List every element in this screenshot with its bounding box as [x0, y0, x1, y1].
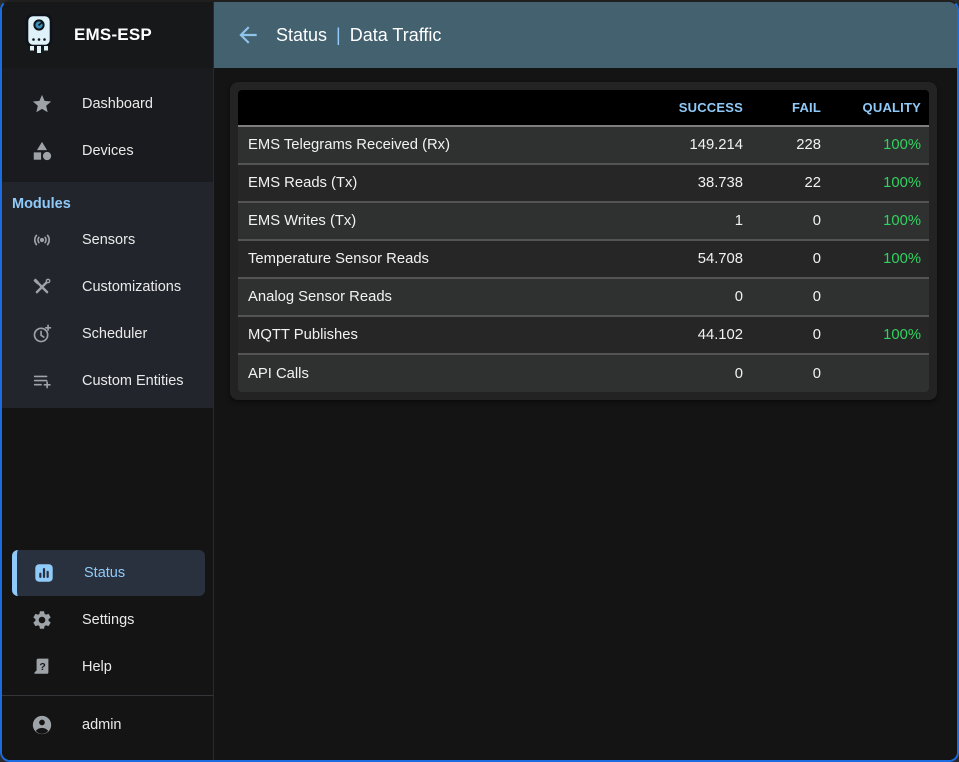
table-row: API Calls 0 0	[238, 354, 929, 392]
account-circle-icon	[30, 713, 54, 737]
column-header-fail: FAIL	[751, 90, 829, 127]
row-quality-value: 100%	[829, 164, 929, 203]
sidebar-modules-section: Modules Sensors	[2, 182, 213, 408]
row-label: API Calls	[248, 365, 309, 382]
row-fail-value: 0	[812, 365, 821, 382]
sidebar-item-label: Custom Entities	[82, 372, 184, 389]
data-traffic-table-wrap: SUCCESS FAIL QUALITY EMS Telegrams Recei…	[238, 90, 929, 392]
row-label: MQTT Publishes	[238, 316, 631, 355]
main-panel: SUCCESS FAIL QUALITY EMS Telegrams Recei…	[214, 68, 957, 760]
row-label: EMS Telegrams Received (Rx)	[238, 126, 631, 165]
sidebar-item-label: Devices	[82, 142, 134, 159]
row-label: EMS Reads (Tx)	[238, 164, 631, 203]
sidebar-item-dashboard[interactable]: Dashboard	[2, 80, 213, 127]
sidebar-item-settings[interactable]: Settings	[2, 596, 213, 643]
row-label: EMS Writes (Tx)	[238, 202, 631, 241]
row-fail-value: 228	[751, 126, 829, 165]
sensors-icon	[30, 228, 54, 252]
row-label: Analog Sensor Reads	[238, 278, 631, 317]
column-header-blank	[238, 90, 631, 127]
row-quality-value	[829, 354, 929, 392]
row-fail-value: 0	[751, 316, 829, 355]
help-bubble-icon: ?	[30, 655, 54, 679]
modules-section-label: Modules	[12, 196, 71, 212]
row-quality-value: 100%	[829, 240, 929, 279]
data-traffic-card: SUCCESS FAIL QUALITY EMS Telegrams Recei…	[230, 82, 937, 400]
table-row: Temperature Sensor Reads 54.708 0 100%	[238, 240, 929, 279]
gear-icon	[30, 608, 54, 632]
page-title: Status | Data Traffic	[276, 25, 441, 46]
row-success-value: 1	[631, 202, 751, 241]
brand-title: EMS-ESP	[74, 25, 152, 44]
sidebar-item-label: admin	[82, 716, 122, 733]
sidebar-spacer	[2, 408, 213, 550]
row-success-value: 0	[734, 365, 743, 382]
row-fail-value: 0	[751, 278, 829, 317]
sidebar-nav-top: Dashboard Devices	[2, 68, 213, 182]
page-title-secondary: Data Traffic	[349, 24, 442, 45]
table-header-row: SUCCESS FAIL QUALITY	[238, 90, 929, 127]
sidebar-nav-bottom: Status Settings ? Help	[2, 550, 213, 690]
row-fail-value: 0	[751, 202, 829, 241]
data-traffic-table: SUCCESS FAIL QUALITY EMS Telegrams Recei…	[238, 90, 929, 392]
sidebar-item-label: Scheduler	[82, 325, 148, 342]
arrow-left-icon[interactable]	[235, 22, 261, 48]
column-header-quality: QUALITY	[829, 90, 929, 127]
table-row: EMS Reads (Tx) 38.738 22 100%	[238, 164, 929, 203]
row-quality-value: 100%	[829, 316, 929, 355]
row-fail-value: 0	[751, 240, 829, 279]
row-quality-value: 100%	[829, 202, 929, 241]
sidebar-item-scheduler[interactable]: Scheduler	[2, 310, 213, 357]
row-success-value: 0	[631, 278, 751, 317]
sidebar-item-label: Status	[84, 565, 126, 581]
svg-text:?: ?	[39, 660, 45, 672]
sidebar-item-admin[interactable]: admin	[2, 701, 213, 748]
sidebar-item-label: Settings	[82, 611, 135, 628]
traffic-table-body: EMS Telegrams Received (Rx) 149.214 228 …	[238, 126, 929, 392]
category-icon	[30, 139, 54, 163]
sidebar-item-sensors[interactable]: Sensors	[2, 216, 213, 263]
sidebar-item-customizations[interactable]: Customizations	[2, 263, 213, 310]
boiler-logo-icon	[20, 12, 58, 58]
sidebar: EMS-ESP Dashboard Devices	[2, 2, 214, 760]
row-fail-value: 22	[751, 164, 829, 203]
sidebar-item-label: Dashboard	[82, 95, 153, 112]
sidebar-header: EMS-ESP	[2, 2, 213, 68]
content-area: Status | Data Traffic	[214, 2, 957, 760]
column-header-success: SUCCESS	[631, 90, 751, 127]
tools-icon	[30, 275, 54, 299]
table-row: MQTT Publishes 44.102 0 100%	[238, 316, 929, 355]
row-quality-value: 100%	[829, 126, 929, 165]
playlist-add-icon	[30, 369, 54, 393]
row-success-value: 44.102	[631, 316, 751, 355]
row-quality-value	[829, 278, 929, 317]
star-icon	[30, 92, 54, 116]
table-row: Analog Sensor Reads 0 0	[238, 278, 929, 317]
clock-plus-icon	[30, 322, 54, 346]
row-label: Temperature Sensor Reads	[238, 240, 631, 279]
sidebar-divider	[2, 695, 213, 696]
sidebar-item-status[interactable]: Status	[12, 550, 205, 596]
title-separator: |	[336, 24, 341, 45]
sidebar-item-label: Help	[82, 658, 112, 675]
sidebar-item-label: Customizations	[82, 278, 182, 295]
sidebar-item-label: Sensors	[82, 231, 136, 248]
row-success-value: 54.708	[631, 240, 751, 279]
sidebar-item-help[interactable]: ? Help	[2, 643, 213, 690]
row-success-value: 38.738	[631, 164, 751, 203]
app-bar: Status | Data Traffic	[214, 2, 957, 68]
sidebar-item-devices[interactable]: Devices	[2, 127, 213, 174]
table-row: EMS Writes (Tx) 1 0 100%	[238, 202, 929, 241]
row-success-value: 149.214	[631, 126, 751, 165]
analytics-icon	[32, 561, 56, 585]
table-row: EMS Telegrams Received (Rx) 149.214 228 …	[238, 126, 929, 165]
sidebar-item-custom-entities[interactable]: Custom Entities	[2, 357, 213, 404]
page-title-primary: Status	[276, 24, 328, 45]
